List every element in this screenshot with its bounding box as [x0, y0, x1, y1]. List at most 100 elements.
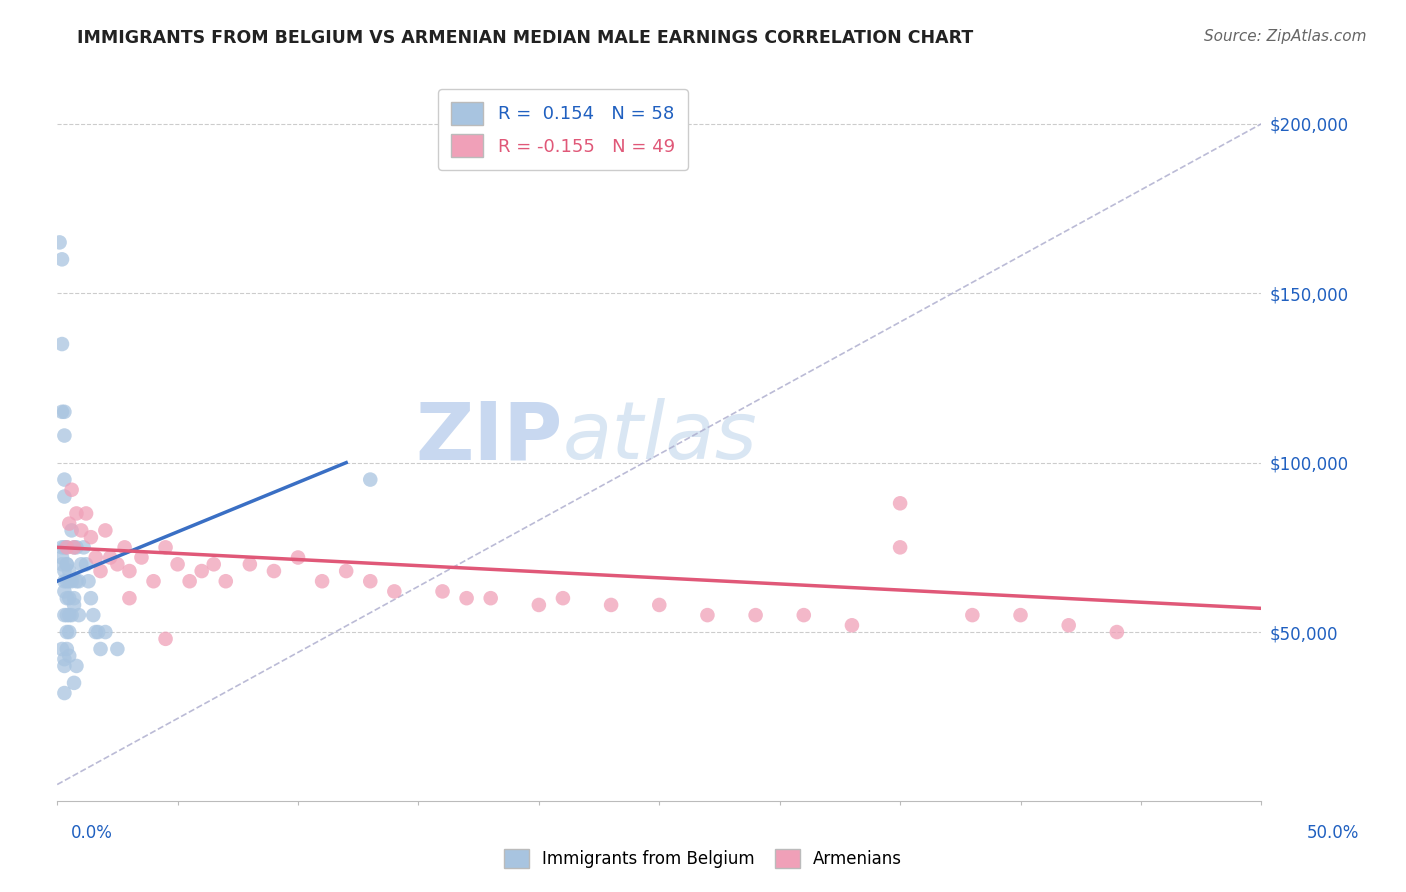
Point — [65, 541, 87, 555]
Point — [58, 574, 80, 589]
Point — [179, 574, 201, 589]
Point — [648, 598, 671, 612]
Point — [53, 686, 76, 700]
Point — [90, 564, 112, 578]
Point — [58, 648, 80, 663]
Point — [90, 642, 112, 657]
Text: atlas: atlas — [562, 398, 758, 476]
Point — [56, 558, 79, 572]
Point — [118, 591, 141, 606]
Point — [48, 235, 70, 250]
Point — [696, 608, 718, 623]
Point — [98, 550, 121, 565]
Point — [793, 608, 815, 623]
Point — [65, 574, 87, 589]
Point — [51, 337, 73, 351]
Legend: R =  0.154   N = 58, R = -0.155   N = 49: R = 0.154 N = 58, R = -0.155 N = 49 — [439, 89, 688, 170]
Point — [1057, 618, 1080, 632]
Point — [479, 591, 502, 606]
Point — [56, 642, 79, 657]
Point — [744, 608, 766, 623]
Point — [600, 598, 623, 612]
Point — [51, 405, 73, 419]
Point — [67, 608, 90, 623]
Point — [53, 608, 76, 623]
Point — [56, 591, 79, 606]
Point — [527, 598, 550, 612]
Point — [51, 558, 73, 572]
Text: IMMIGRANTS FROM BELGIUM VS ARMENIAN MEDIAN MALE EARNINGS CORRELATION CHART: IMMIGRANTS FROM BELGIUM VS ARMENIAN MEDI… — [77, 29, 973, 46]
Point — [70, 558, 93, 572]
Point — [263, 564, 285, 578]
Point — [359, 473, 381, 487]
Point — [63, 598, 86, 612]
Point — [51, 642, 73, 657]
Point — [53, 584, 76, 599]
Point — [75, 558, 97, 572]
Point — [80, 530, 103, 544]
Point — [60, 574, 83, 589]
Point — [94, 625, 117, 640]
Point — [215, 574, 238, 589]
Point — [51, 252, 73, 267]
Point — [60, 483, 83, 497]
Legend: Immigrants from Belgium, Armenians: Immigrants from Belgium, Armenians — [498, 842, 908, 875]
Point — [382, 584, 405, 599]
Point — [58, 564, 80, 578]
Point — [53, 564, 76, 578]
Text: 0.0%: 0.0% — [70, 824, 112, 842]
Point — [53, 428, 76, 442]
Point — [311, 574, 333, 589]
Point — [87, 625, 110, 640]
Point — [118, 564, 141, 578]
Point — [63, 541, 86, 555]
Point — [51, 541, 73, 555]
Point — [56, 541, 79, 555]
Text: 50.0%: 50.0% — [1306, 824, 1360, 842]
Point — [51, 550, 73, 565]
Point — [56, 608, 79, 623]
Point — [73, 541, 96, 555]
Point — [53, 490, 76, 504]
Point — [889, 541, 911, 555]
Point — [53, 659, 76, 673]
Point — [58, 516, 80, 531]
Point — [60, 608, 83, 623]
Text: Source: ZipAtlas.com: Source: ZipAtlas.com — [1204, 29, 1367, 44]
Point — [142, 574, 165, 589]
Point — [65, 659, 87, 673]
Point — [456, 591, 478, 606]
Point — [1010, 608, 1032, 623]
Point — [80, 591, 103, 606]
Point — [65, 507, 87, 521]
Point — [63, 541, 86, 555]
Point — [239, 558, 262, 572]
Point — [56, 541, 79, 555]
Point — [155, 632, 177, 646]
Point — [1105, 625, 1128, 640]
Point — [84, 550, 107, 565]
Point — [56, 574, 79, 589]
Point — [53, 405, 76, 419]
Point — [551, 591, 574, 606]
Point — [155, 541, 177, 555]
Point — [105, 558, 128, 572]
Y-axis label: Median Male Earnings: Median Male Earnings — [0, 353, 7, 521]
Point — [53, 652, 76, 666]
Point — [114, 541, 136, 555]
Point — [82, 608, 104, 623]
Point — [962, 608, 984, 623]
Point — [359, 574, 381, 589]
Point — [335, 564, 357, 578]
Point — [60, 524, 83, 538]
Point — [53, 541, 76, 555]
Point — [63, 676, 86, 690]
Point — [105, 642, 128, 657]
Point — [70, 524, 93, 538]
Text: ZIP: ZIP — [416, 398, 562, 476]
Point — [94, 524, 117, 538]
Point — [58, 608, 80, 623]
Point — [67, 574, 90, 589]
Point — [63, 591, 86, 606]
Point — [77, 574, 100, 589]
